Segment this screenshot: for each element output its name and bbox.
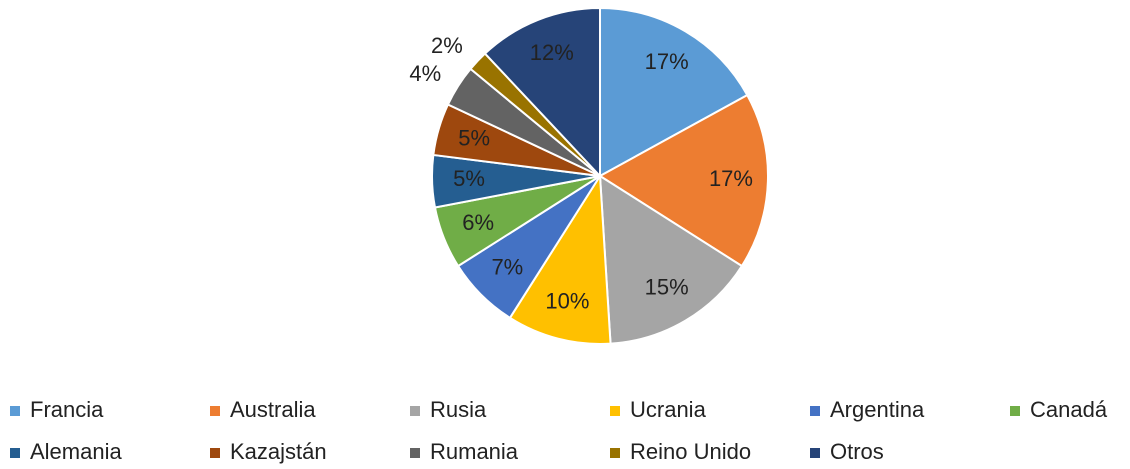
legend-label: Alemania — [30, 439, 122, 464]
legend-swatch — [10, 448, 20, 458]
data-label: 2% — [431, 33, 463, 58]
data-label: 4% — [409, 61, 441, 86]
pie-slice — [598, 93, 769, 268]
legend-swatch — [210, 448, 220, 458]
legend-label: Francia — [30, 397, 104, 422]
pie-slice — [598, 174, 744, 345]
legend-swatch — [610, 448, 620, 458]
legend-swatch — [1010, 406, 1020, 416]
data-label: 7% — [491, 254, 523, 279]
legend-swatch — [410, 406, 420, 416]
data-label: 5% — [458, 125, 490, 150]
legend-swatch — [810, 406, 820, 416]
pie-slice — [483, 6, 601, 179]
legend-swatch — [610, 406, 620, 416]
legend-swatch — [410, 448, 420, 458]
legend-label: Australia — [230, 397, 316, 422]
data-label: 15% — [645, 275, 689, 300]
legend-label: Reino Unido — [630, 439, 751, 464]
legend-label: Rumania — [430, 439, 519, 464]
legend-swatch — [10, 406, 20, 416]
data-label: 5% — [453, 166, 485, 191]
data-label: 6% — [462, 210, 494, 235]
legend-label: Argentina — [830, 397, 925, 422]
data-label: 12% — [530, 40, 574, 65]
data-label: 17% — [645, 49, 689, 74]
legend-label: Kazajstán — [230, 439, 327, 464]
data-label: 17% — [709, 166, 753, 191]
data-label: 10% — [545, 289, 589, 314]
legend-label: Canadá — [1030, 397, 1108, 422]
pie-slice — [508, 172, 612, 345]
legend-label: Ucrania — [630, 397, 707, 422]
legend-swatch — [810, 448, 820, 458]
legend-label: Rusia — [430, 397, 487, 422]
legend-label: Otros — [830, 439, 884, 464]
pie-slice — [599, 6, 749, 178]
legend-swatch — [210, 406, 220, 416]
